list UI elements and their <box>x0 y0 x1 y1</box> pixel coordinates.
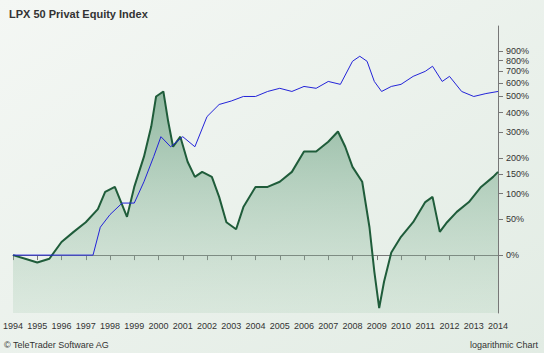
svg-text:1995: 1995 <box>27 321 47 331</box>
svg-text:150%: 150% <box>506 169 529 179</box>
svg-text:700%: 700% <box>506 66 529 76</box>
svg-text:900%: 900% <box>506 46 529 56</box>
svg-text:logarithmic Chart: logarithmic Chart <box>470 340 539 350</box>
svg-text:2001: 2001 <box>173 321 193 331</box>
svg-text:50%: 50% <box>506 214 524 224</box>
svg-text:600%: 600% <box>506 78 529 88</box>
svg-text:2010: 2010 <box>391 321 411 331</box>
svg-text:100%: 100% <box>506 189 529 199</box>
svg-text:2002: 2002 <box>197 321 217 331</box>
svg-text:1996: 1996 <box>51 321 71 331</box>
svg-text:400%: 400% <box>506 108 529 118</box>
svg-text:© TeleTrader Software AG: © TeleTrader Software AG <box>4 340 109 350</box>
svg-text:2006: 2006 <box>294 321 314 331</box>
svg-text:2000: 2000 <box>148 321 168 331</box>
svg-text:0%: 0% <box>506 250 519 260</box>
svg-text:2008: 2008 <box>342 321 362 331</box>
svg-text:2004: 2004 <box>245 321 265 331</box>
svg-text:2012: 2012 <box>439 321 459 331</box>
svg-text:2009: 2009 <box>367 321 387 331</box>
svg-text:1998: 1998 <box>100 321 120 331</box>
svg-text:1994: 1994 <box>3 321 23 331</box>
svg-text:2005: 2005 <box>270 321 290 331</box>
svg-text:2007: 2007 <box>318 321 338 331</box>
svg-text:1999: 1999 <box>124 321 144 331</box>
svg-text:2014: 2014 <box>488 321 508 331</box>
svg-text:2011: 2011 <box>416 321 435 331</box>
svg-text:2013: 2013 <box>464 321 484 331</box>
svg-text:1997: 1997 <box>76 321 96 331</box>
svg-text:LPX 50 Privat Equity Index: LPX 50 Privat Equity Index <box>9 8 149 20</box>
svg-text:2003: 2003 <box>221 321 241 331</box>
svg-text:500%: 500% <box>506 91 529 101</box>
svg-text:800%: 800% <box>506 56 529 66</box>
svg-text:200%: 200% <box>506 153 529 163</box>
svg-text:300%: 300% <box>506 127 529 137</box>
